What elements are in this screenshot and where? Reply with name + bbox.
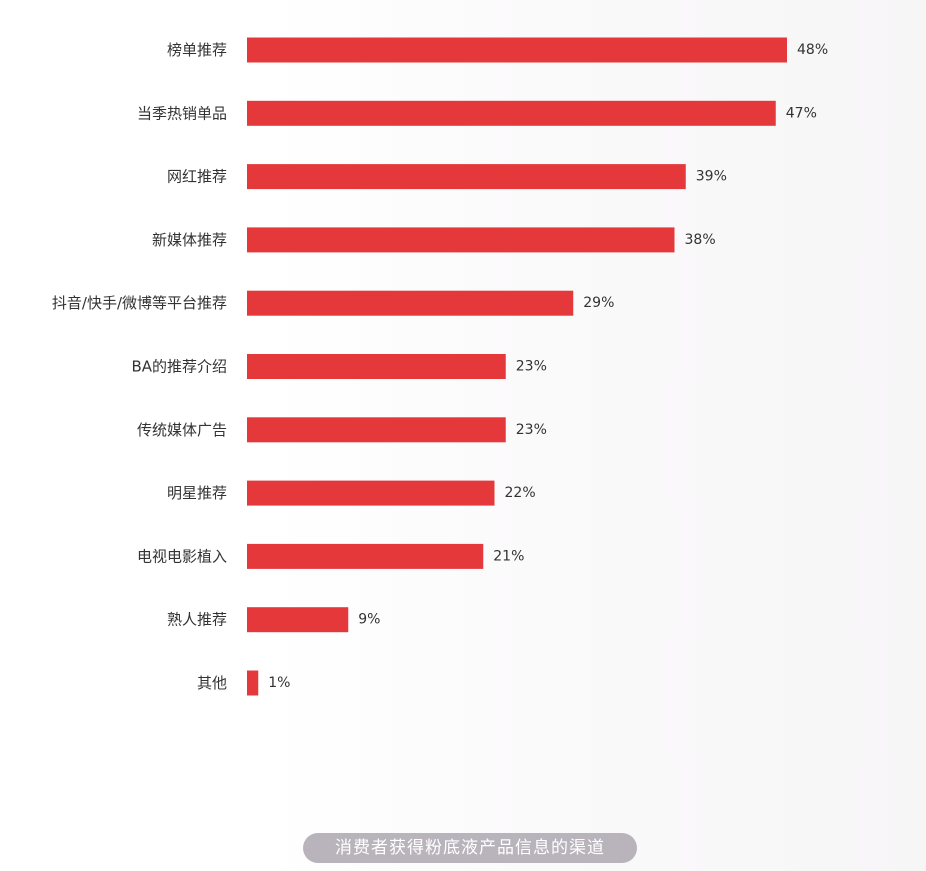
value-label: 39%: [696, 169, 727, 185]
category-label: BA的推荐介绍: [131, 358, 227, 376]
value-label: 9%: [358, 612, 380, 628]
bar: [247, 670, 259, 696]
value-label: 38%: [685, 232, 716, 248]
value-label: 29%: [583, 295, 614, 311]
bar: [247, 354, 506, 379]
value-label: 48%: [797, 42, 828, 58]
value-label: 22%: [505, 485, 536, 501]
category-label: 明星推荐: [167, 484, 227, 502]
bar: [247, 607, 349, 633]
bar: [247, 417, 506, 443]
chart-caption: 消费者获得粉底液产品信息的渠道: [303, 833, 637, 863]
category-label: 网红推荐: [167, 168, 227, 186]
value-label: 23%: [516, 422, 547, 438]
bar: [247, 480, 495, 506]
bar: [247, 164, 686, 190]
value-label: 1%: [268, 675, 290, 691]
category-label: 当季热销单品: [137, 104, 227, 122]
category-label: 电视电影植入: [137, 547, 227, 565]
value-label: 23%: [516, 359, 547, 375]
bar: [247, 290, 574, 316]
value-label: 21%: [493, 548, 524, 564]
category-label: 传统媒体广告: [137, 421, 227, 439]
category-label: 榜单推荐: [167, 41, 227, 59]
bar: [247, 100, 776, 126]
value-label: 47%: [786, 105, 817, 121]
bar: [247, 543, 484, 569]
category-label: 熟人推荐: [167, 611, 227, 629]
category-label: 抖音/快手/微博等平台推荐: [52, 294, 227, 312]
bar: [247, 37, 787, 63]
bar: [247, 227, 675, 253]
category-label: 其他: [197, 674, 227, 692]
category-label: 新媒体推荐: [152, 231, 227, 249]
